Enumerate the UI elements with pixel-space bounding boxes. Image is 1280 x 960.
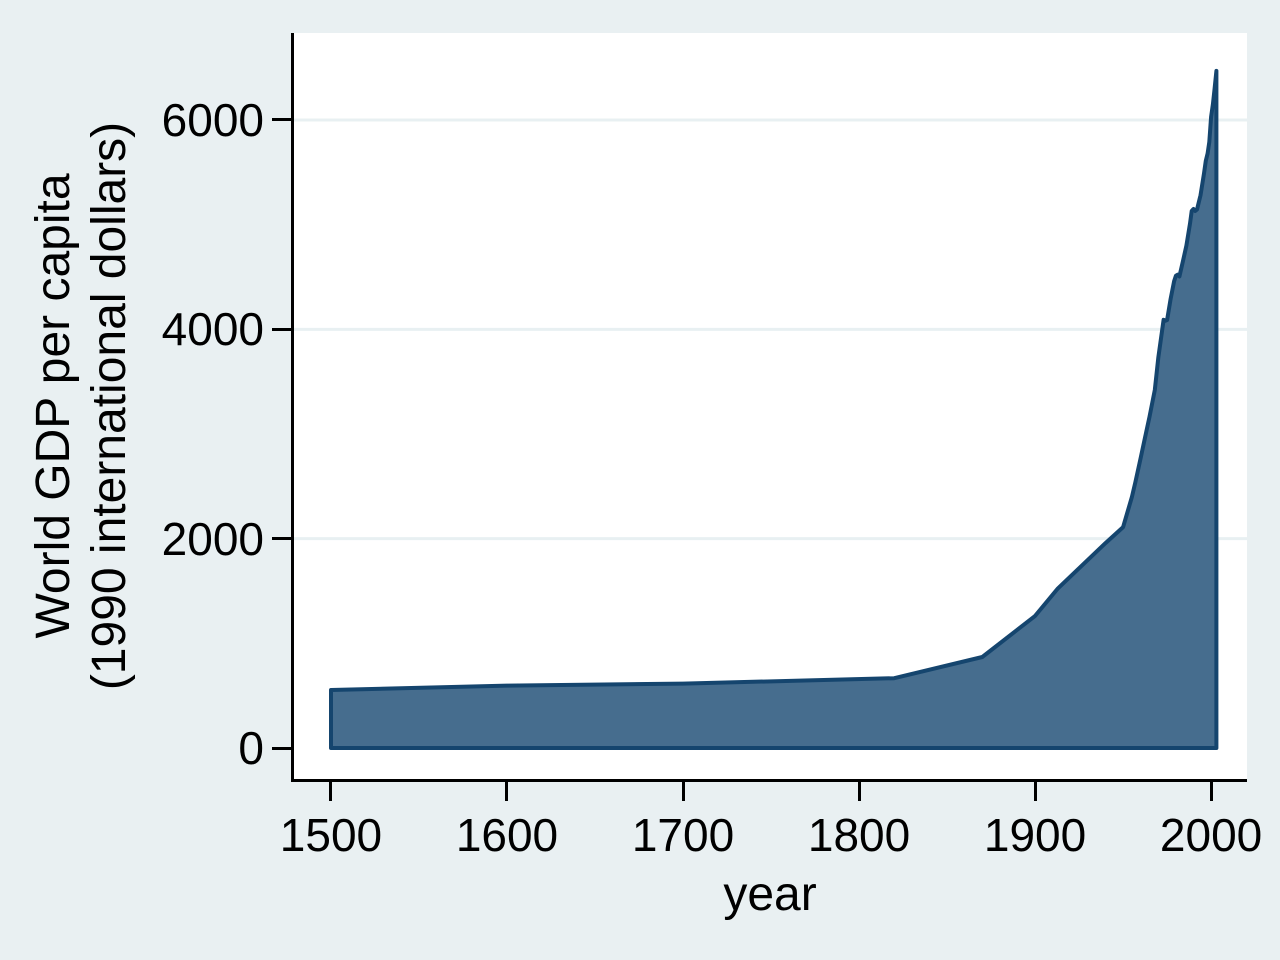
x-axis-line — [291, 779, 1247, 782]
y-tick-label-0: 0 — [238, 722, 264, 775]
x-tick-mark-1800 — [857, 782, 861, 801]
x-tick-label-1800: 1800 — [807, 809, 911, 861]
y-tick-label-4000: 4000 — [161, 303, 264, 356]
x-tick-mark-1900 — [1033, 782, 1037, 801]
y-axis-title-line2: (1990 international dollars) — [83, 121, 136, 691]
gdp-area-series — [329, 68, 1219, 750]
x-tick-label-2000: 2000 — [1159, 809, 1263, 861]
plot-svg — [294, 68, 1247, 750]
y-tick-label-2000: 2000 — [161, 512, 264, 565]
x-tick-mark-1700 — [681, 782, 685, 801]
y-axis-title-line1: World GDP per capita — [27, 173, 80, 639]
y-tick-mark-0 — [272, 746, 291, 750]
x-tick-label-1500: 1500 — [279, 809, 383, 861]
x-tick-label-1600: 1600 — [455, 809, 559, 861]
y-axis-title: World GDP per capita (1990 international… — [26, 33, 138, 779]
y-tick-mark-2000 — [272, 537, 291, 541]
y-tick-mark-4000 — [272, 327, 291, 331]
y-tick-mark-6000 — [272, 118, 291, 122]
x-axis-title: year — [723, 868, 817, 921]
y-tick-label-6000: 6000 — [161, 93, 264, 146]
x-tick-mark-1600 — [505, 782, 509, 801]
x-tick-mark-1500 — [329, 782, 333, 801]
x-tick-label-1900: 1900 — [983, 809, 1087, 861]
x-tick-label-1700: 1700 — [631, 809, 735, 861]
plot-area — [294, 33, 1247, 779]
y-axis-line — [291, 33, 294, 782]
x-tick-mark-2000 — [1209, 782, 1213, 801]
